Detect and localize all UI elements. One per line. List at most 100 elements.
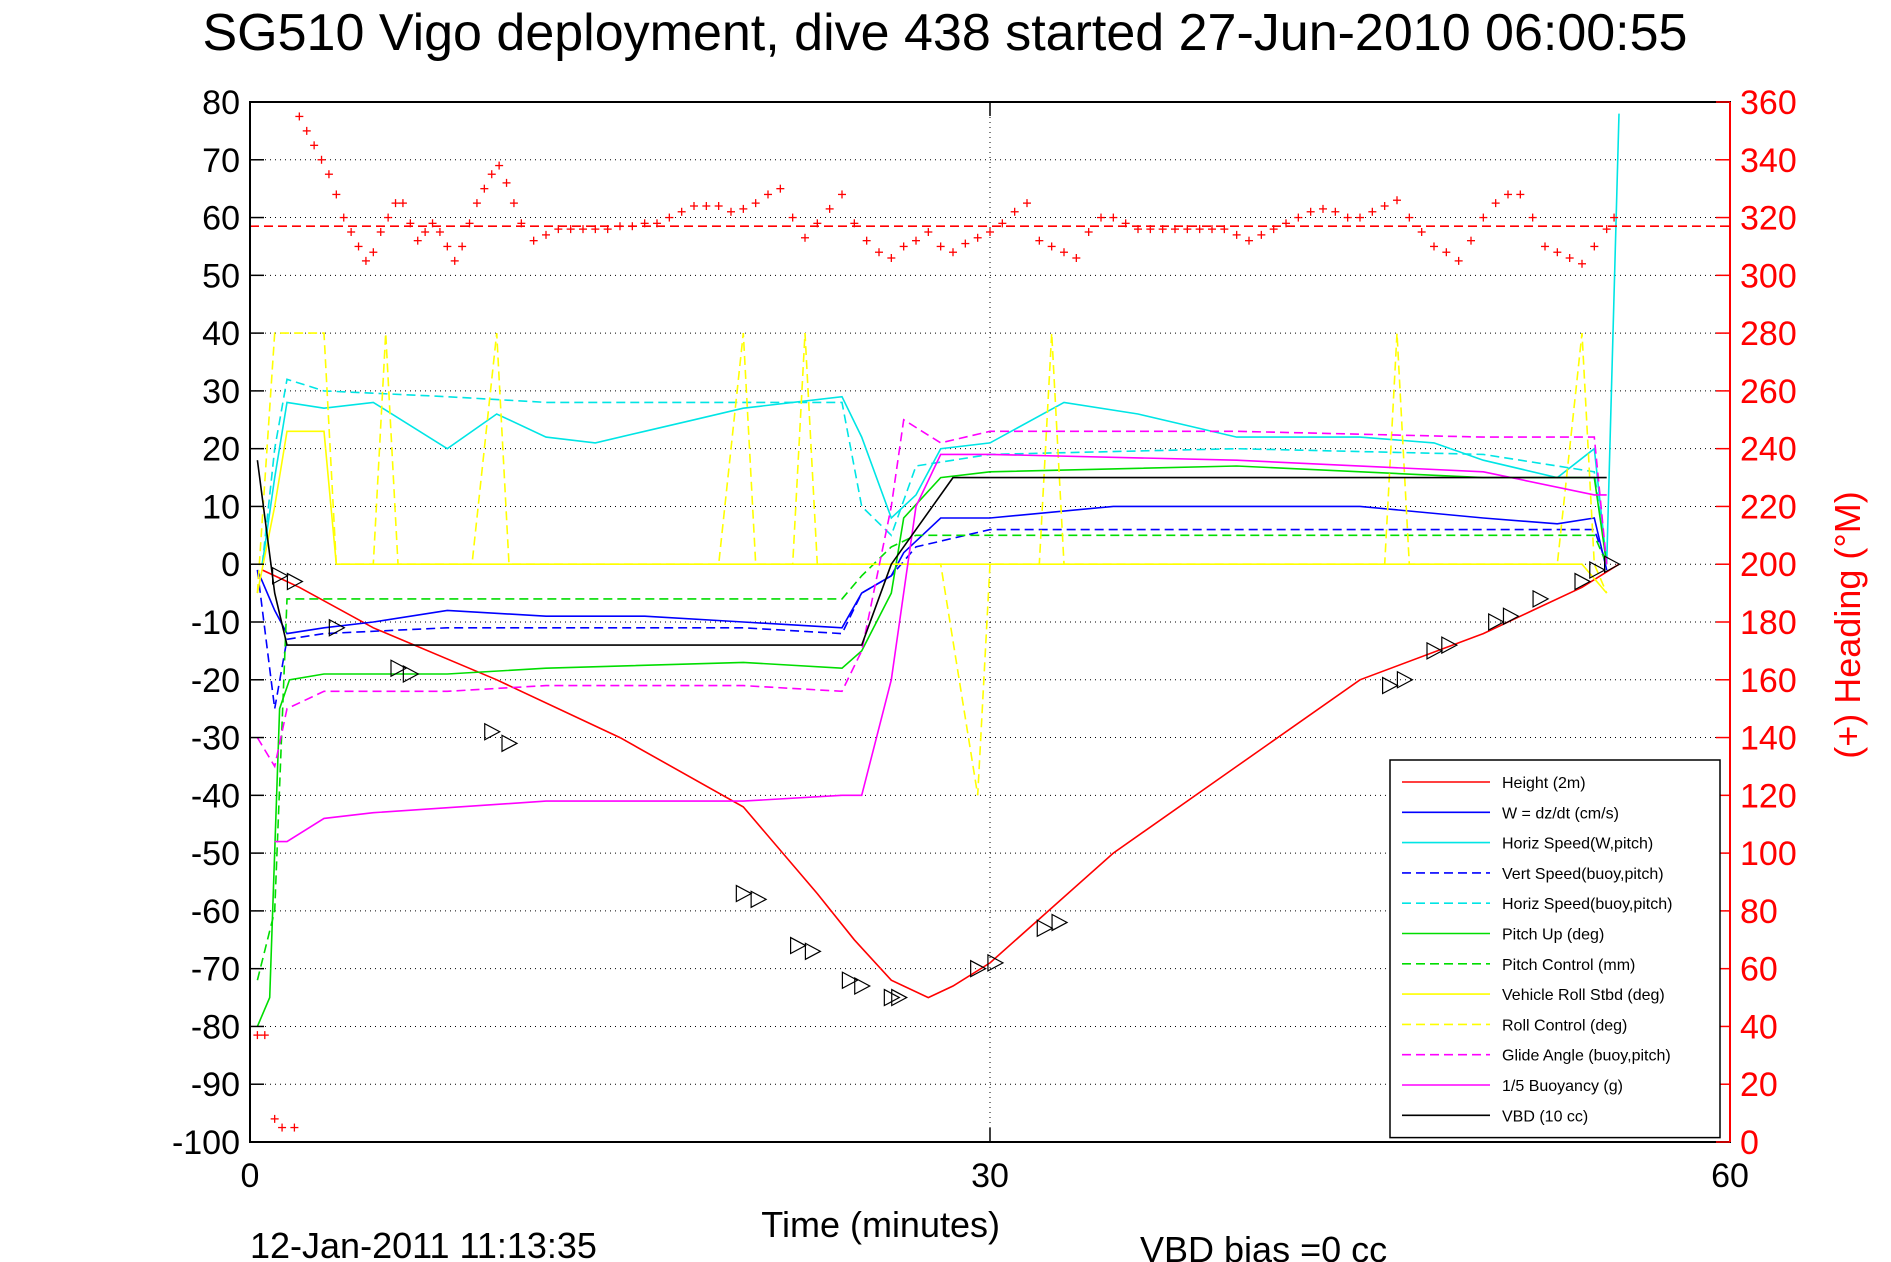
- heading-point: [1528, 213, 1537, 222]
- triangle-marker: [1589, 561, 1607, 579]
- y-tick-label: 80: [202, 84, 240, 122]
- legend-label-6: Pitch Up (deg): [1502, 927, 1604, 944]
- heading-point: [838, 190, 846, 199]
- right-tick-label: 260: [1740, 373, 1797, 411]
- heading-point: [628, 222, 637, 231]
- legend-label-2: W = dz/dt (cm/s): [1502, 805, 1619, 822]
- legend-label-1: Height (2m): [1502, 775, 1586, 792]
- heading-point: [260, 1031, 269, 1040]
- heading-point: [1245, 236, 1253, 245]
- right-tick-label: 280: [1740, 315, 1797, 353]
- heading-point: [1208, 225, 1216, 234]
- right-tick-label: 320: [1740, 200, 1797, 238]
- triangle-marker: [328, 618, 346, 637]
- heading-point: [1134, 225, 1142, 234]
- heading-point: [1171, 225, 1179, 234]
- heading-point: [1084, 228, 1093, 236]
- heading-point: [875, 248, 883, 257]
- heading-point: [1479, 213, 1488, 222]
- heading-point: [949, 248, 957, 257]
- heading-point: [1282, 219, 1290, 228]
- right-tick-label: 0: [1740, 1124, 1759, 1162]
- heading-point: [290, 1123, 299, 1132]
- heading-point: [887, 254, 896, 262]
- y-tick-label: 60: [202, 200, 240, 238]
- right-axis-label: (+) Heading (°M): [1827, 491, 1868, 758]
- heading-point: [714, 202, 723, 210]
- footer-timestamp: 12-Jan-2011 11:13:35: [250, 1225, 597, 1262]
- right-tick-label: 60: [1740, 951, 1778, 989]
- heading-point: [776, 184, 785, 193]
- heading-point: [690, 202, 698, 210]
- right-tick-label: 120: [1740, 777, 1797, 815]
- y-tick-label: 20: [202, 431, 240, 469]
- heading-point: [1467, 236, 1475, 245]
- heading-point: [1380, 202, 1389, 210]
- triangle-marker: [1036, 919, 1054, 938]
- y-tick-label: 50: [202, 257, 240, 295]
- right-tick-label: 200: [1740, 546, 1797, 584]
- triangle-marker: [1381, 676, 1399, 695]
- heading-point: [324, 170, 333, 179]
- heading-point: [653, 219, 661, 228]
- y-tick-label: -50: [191, 835, 240, 873]
- heading-point: [435, 228, 444, 236]
- triangle-marker: [750, 890, 768, 909]
- heading-point: [347, 228, 356, 236]
- heading-point: [1565, 254, 1574, 262]
- legend-label-3: Horiz Speed(W,pitch): [1502, 836, 1653, 853]
- heading-point: [529, 236, 538, 245]
- legend-label-5: Horiz Speed(buoy,pitch): [1502, 896, 1672, 913]
- legend-label-10: Glide Angle (buoy,pitch): [1502, 1048, 1671, 1065]
- heading-point: [1405, 213, 1414, 222]
- series-line-3: [261, 113, 1620, 565]
- right-tick-label: 240: [1740, 431, 1797, 469]
- right-tick-label: 40: [1740, 1008, 1778, 1046]
- heading-point: [354, 242, 363, 251]
- heading-point: [1146, 225, 1155, 234]
- y-tick-label: 30: [202, 373, 240, 411]
- heading-point: [376, 228, 385, 236]
- y-tick-label: 70: [202, 142, 240, 180]
- heading-point: [1109, 213, 1118, 222]
- heading-point: [1195, 225, 1204, 234]
- heading-point: [384, 213, 393, 222]
- triangle-marker: [1051, 913, 1069, 932]
- heading-point: [443, 242, 452, 251]
- y-tick-label: -10: [191, 604, 240, 642]
- triangle-marker: [402, 665, 420, 683]
- heading-point: [487, 170, 496, 179]
- right-tick-label: 340: [1740, 142, 1797, 180]
- triangle-marker: [970, 959, 987, 978]
- heading-point: [502, 178, 511, 187]
- triangle-marker: [841, 971, 859, 990]
- heading-point: [1319, 204, 1327, 213]
- heading-point: [1023, 199, 1031, 208]
- heading-point: [1430, 242, 1438, 251]
- right-tick-label: 100: [1740, 835, 1797, 873]
- y-tick-label: -30: [191, 720, 240, 758]
- y-tick-label: -40: [191, 777, 240, 815]
- legend-label-12: VBD (10 cc): [1502, 1108, 1588, 1125]
- right-tick-label: 300: [1740, 257, 1797, 295]
- heading-point: [1220, 225, 1229, 234]
- legend-label-7: Pitch Control (mm): [1502, 957, 1635, 974]
- heading-point: [924, 228, 933, 236]
- heading-point: [509, 199, 518, 208]
- right-tick-label: 20: [1740, 1066, 1778, 1104]
- x-tick-label: 60: [1711, 1157, 1749, 1195]
- series-line-1: [261, 563, 1620, 999]
- chart-title: SG510 Vigo deployment, dive 438 started …: [203, 4, 1688, 62]
- heading-point: [591, 225, 600, 234]
- heading-point: [973, 233, 982, 242]
- triangle-marker: [804, 942, 822, 961]
- heading-point: [850, 219, 859, 228]
- y-tick-label: -90: [191, 1066, 240, 1104]
- y-tick-label: -80: [191, 1008, 240, 1046]
- heading-point: [739, 204, 748, 213]
- heading-point: [912, 236, 920, 245]
- y-tick-label: -100: [172, 1124, 240, 1162]
- heading-point: [339, 213, 348, 222]
- heading-point: [640, 219, 649, 228]
- heading-point: [1035, 236, 1044, 245]
